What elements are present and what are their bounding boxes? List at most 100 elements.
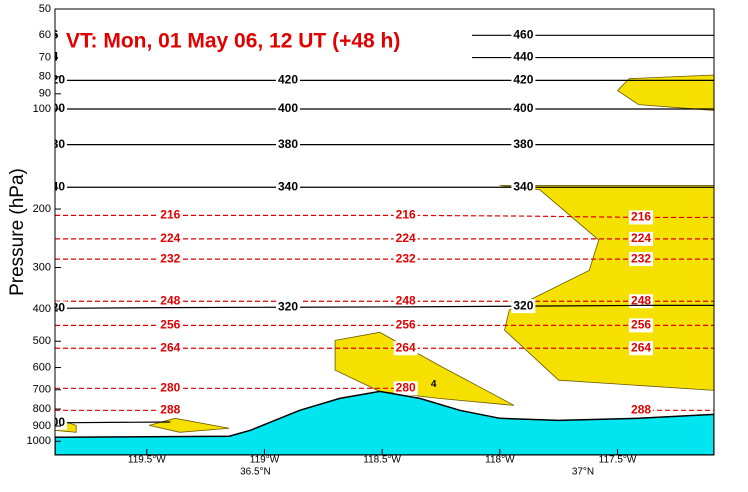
y-tick-label: 80 — [39, 71, 51, 83]
contour-label: 320 — [45, 300, 65, 314]
contour-label-bg — [55, 180, 67, 195]
contour-label: 320 — [278, 299, 298, 313]
contour-label: 224 — [631, 231, 651, 245]
x-tick-label: 117.5°W — [599, 455, 637, 466]
y-tick-label: 300 — [33, 261, 51, 273]
contour-label-bg — [276, 73, 301, 88]
contour-label: 380 — [513, 137, 533, 151]
shaded-region — [616, 74, 714, 111]
y-tick-label: 900 — [33, 420, 51, 432]
y-tick-label: 70 — [39, 51, 51, 63]
contour-label-bg — [393, 294, 418, 309]
y-tick-label: 50 — [39, 3, 51, 15]
contour-label: 288 — [160, 402, 180, 416]
x-tick-label: 119.5°W — [128, 455, 166, 466]
x-tick-label: 118.5°W — [363, 455, 401, 466]
contour-label-bg — [393, 341, 418, 356]
terrain — [55, 390, 714, 455]
contour-label: 440 — [513, 50, 533, 64]
contour-label: 280 — [396, 381, 416, 395]
contour-label-bg — [158, 294, 183, 309]
contour-label: 420 — [278, 73, 298, 87]
contour-label: 340 — [513, 179, 533, 193]
contour-label-bg — [158, 381, 183, 396]
theta-contour — [55, 421, 171, 424]
contour-label: 380 — [278, 137, 298, 151]
contour-label: 216 — [396, 208, 416, 222]
region-label: 4 — [431, 379, 437, 390]
contour-label-bg — [629, 318, 654, 333]
theta-contour — [55, 304, 714, 309]
y-tick-label: 100 — [33, 103, 51, 115]
contour-label: 256 — [396, 318, 416, 332]
contour-label: 248 — [396, 293, 416, 307]
contour-label-bg — [629, 252, 654, 267]
y-tick-label: 800 — [33, 403, 51, 415]
contour-label-bg — [511, 73, 536, 88]
contour-label-bg — [511, 28, 536, 43]
y-axis-label: Pressure (hPa) — [7, 168, 28, 296]
contour-label: 256 — [160, 318, 180, 332]
shaded-region — [499, 185, 714, 391]
contour-label-bg — [511, 102, 536, 117]
contour-label: 300 — [45, 415, 65, 429]
y-tick-label: 700 — [33, 384, 51, 396]
y-tick-label: 500 — [33, 335, 51, 347]
contour-label: 256 — [631, 318, 651, 332]
plot-frame — [54, 8, 715, 456]
contour-label: 232 — [396, 251, 416, 265]
contour-label-bg — [158, 208, 183, 223]
contour-label: 320 — [513, 298, 533, 312]
contour-label: 248 — [160, 293, 180, 307]
contour-label-bg — [393, 208, 418, 223]
contour-label: 232 — [160, 251, 180, 265]
contour-label-bg — [629, 231, 654, 246]
contour-label: 224 — [396, 231, 416, 245]
contour-label-bg — [158, 403, 183, 418]
contour-label-bg — [276, 180, 301, 195]
contour-label-bg — [393, 381, 418, 396]
chart-title: VT: Mon, 01 May 06, 12 UT (+48 h) — [66, 30, 400, 53]
contour-label: 380 — [45, 137, 65, 151]
contour-label: 400 — [278, 101, 298, 115]
contour-label-bg — [511, 299, 536, 314]
contour-label: 248 — [631, 293, 651, 307]
x-tick-label: 118°W — [485, 455, 515, 466]
contour-label-bg — [158, 318, 183, 333]
contour-label: 420 — [513, 73, 533, 87]
contour-label-bg — [55, 137, 67, 152]
y-tick-label: 90 — [39, 88, 51, 100]
contour-label-bg — [158, 252, 183, 267]
contour-label-bg — [276, 300, 301, 315]
contour-label: 264 — [631, 340, 651, 354]
x2-tick-label: 36.5°N — [240, 467, 271, 478]
contour-label: 340 — [45, 179, 65, 193]
contour-label: 224 — [160, 231, 180, 245]
contour-label: 232 — [631, 251, 651, 265]
contour-label: 420 — [45, 73, 65, 87]
contour-label: 340 — [278, 179, 298, 193]
y-tick-label: 200 — [33, 203, 51, 215]
contour-label: 288 — [631, 402, 651, 416]
x-tick-label: 119°W — [250, 455, 280, 466]
contour-label: 216 — [631, 210, 651, 224]
contour-label-bg — [511, 137, 536, 152]
contour-label-bg — [276, 137, 301, 152]
contour-label-bg — [629, 341, 654, 356]
contour-label-bg — [629, 210, 654, 225]
contour-label: 400 — [45, 101, 65, 115]
contour-label: 216 — [160, 208, 180, 222]
contour-label: 460 — [513, 27, 533, 41]
contour-label-bg — [55, 301, 67, 316]
contour-label-bg — [629, 294, 654, 309]
contour-label: 264 — [160, 340, 180, 354]
y-tick-label: 1000 — [27, 435, 51, 447]
plot-layer: 4 216 216 216 224 224 224 232 232 232 248 248 248 256… — [45, 27, 714, 455]
contour-label-bg — [393, 252, 418, 267]
contour-label: 264 — [396, 340, 416, 354]
y-tick-label: 400 — [33, 303, 51, 315]
contour-label-bg — [158, 341, 183, 356]
contour-label-bg — [511, 50, 536, 65]
title-box — [58, 20, 472, 62]
